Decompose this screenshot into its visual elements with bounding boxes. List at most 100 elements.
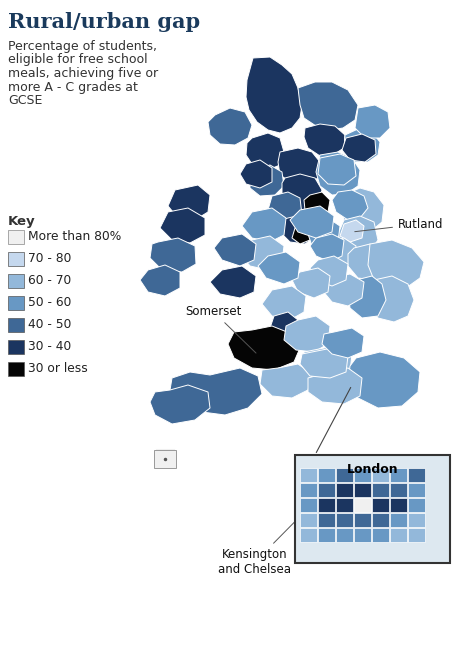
Bar [336, 498, 353, 512]
Text: 40 - 50: 40 - 50 [28, 318, 71, 331]
Polygon shape [150, 385, 210, 424]
Text: London: London [346, 463, 398, 476]
Polygon shape [318, 154, 356, 185]
Polygon shape [338, 216, 378, 255]
Bar [372, 513, 389, 527]
Bar [390, 468, 407, 482]
Text: eligible for free school: eligible for free school [8, 53, 148, 66]
Polygon shape [320, 238, 356, 268]
Polygon shape [332, 190, 368, 220]
Bar [372, 528, 389, 542]
Polygon shape [170, 368, 262, 415]
Polygon shape [240, 236, 284, 270]
Bar [295, 455, 450, 563]
Polygon shape [292, 268, 330, 298]
Polygon shape [342, 188, 384, 233]
Bar [408, 528, 425, 542]
Polygon shape [262, 286, 306, 320]
Polygon shape [348, 352, 420, 408]
Bar [336, 483, 353, 497]
Bar [390, 483, 407, 497]
Bar [8, 274, 24, 288]
Text: More than 80%: More than 80% [28, 230, 121, 243]
Polygon shape [246, 133, 284, 170]
Polygon shape [368, 276, 414, 322]
Polygon shape [155, 448, 175, 465]
Bar [318, 528, 335, 542]
Polygon shape [344, 128, 380, 162]
Polygon shape [140, 265, 180, 296]
Bar [295, 455, 450, 563]
Bar [354, 513, 371, 527]
Text: GCSE: GCSE [8, 94, 43, 107]
Polygon shape [348, 244, 386, 280]
Polygon shape [280, 214, 316, 244]
Text: Rural/urban gap: Rural/urban gap [8, 12, 200, 32]
Bar [408, 483, 425, 497]
Polygon shape [310, 256, 348, 286]
Polygon shape [342, 134, 376, 162]
Polygon shape [278, 148, 320, 185]
Text: more A - C grades at: more A - C grades at [8, 81, 138, 94]
Polygon shape [160, 208, 205, 243]
Bar [300, 468, 317, 482]
Bar [390, 513, 407, 527]
Bar [8, 230, 24, 244]
Polygon shape [302, 346, 352, 380]
Polygon shape [250, 165, 284, 196]
Bar [318, 513, 335, 527]
Polygon shape [300, 348, 348, 378]
Bar [8, 252, 24, 266]
Bar [8, 340, 24, 354]
Bar [390, 528, 407, 542]
Bar [300, 513, 317, 527]
Bar [318, 498, 335, 512]
Bar [372, 468, 389, 482]
Bar [336, 513, 353, 527]
Bar [336, 528, 353, 542]
Text: meals, achieving five or: meals, achieving five or [8, 67, 158, 80]
Polygon shape [214, 234, 256, 266]
Text: 60 - 70: 60 - 70 [28, 275, 71, 288]
Polygon shape [355, 105, 390, 138]
Polygon shape [268, 192, 302, 224]
Text: Somerset: Somerset [185, 305, 256, 353]
Polygon shape [348, 276, 386, 318]
Bar [8, 296, 24, 310]
Bar [318, 468, 335, 482]
Polygon shape [316, 152, 360, 195]
Bar [408, 468, 425, 482]
Bar [8, 362, 24, 376]
Bar [154, 450, 176, 468]
Polygon shape [260, 364, 312, 398]
Polygon shape [242, 208, 286, 242]
Bar [300, 528, 317, 542]
Bar [354, 468, 371, 482]
Polygon shape [208, 108, 252, 145]
Text: 30 - 40: 30 - 40 [28, 340, 71, 353]
Polygon shape [368, 240, 424, 290]
Bar [390, 498, 407, 512]
Polygon shape [304, 124, 345, 156]
Bar [354, 483, 371, 497]
Text: 50 - 60: 50 - 60 [28, 296, 71, 309]
Polygon shape [168, 185, 210, 220]
Bar [372, 498, 389, 512]
Polygon shape [298, 82, 358, 130]
Polygon shape [304, 192, 330, 216]
Polygon shape [290, 206, 334, 238]
Bar [354, 498, 371, 512]
Bar [408, 513, 425, 527]
Polygon shape [284, 316, 330, 352]
Bar [354, 528, 371, 542]
Polygon shape [150, 238, 196, 272]
Polygon shape [240, 160, 272, 188]
Bar [408, 498, 425, 512]
Polygon shape [310, 234, 344, 262]
Polygon shape [270, 312, 298, 336]
Polygon shape [228, 326, 300, 370]
Polygon shape [258, 252, 300, 284]
Polygon shape [210, 266, 256, 298]
Bar [336, 468, 353, 482]
Bar [372, 483, 389, 497]
